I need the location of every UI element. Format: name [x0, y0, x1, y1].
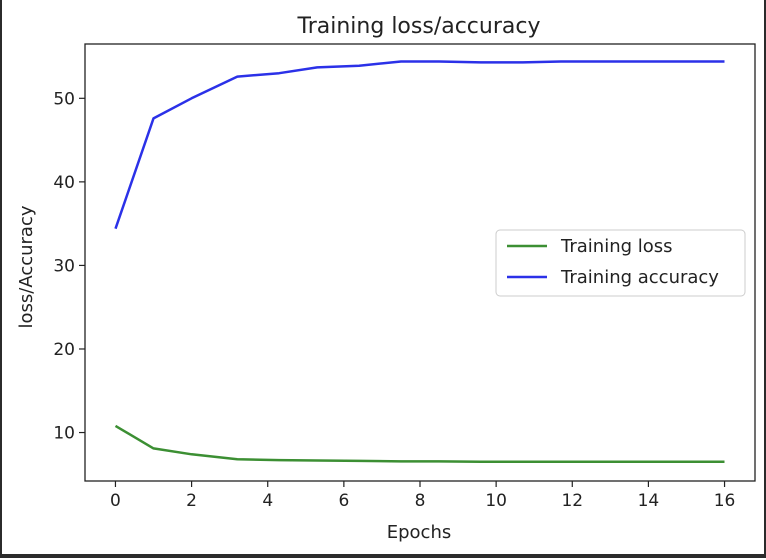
x-tick-label: 8: [415, 491, 426, 511]
series-line-training-accuracy: [114, 60, 725, 230]
legend-label-training-loss: Training loss: [560, 236, 673, 257]
y-tick-label: 20: [53, 340, 75, 360]
series-lines: [114, 60, 725, 464]
x-tick-label: 4: [262, 491, 273, 511]
legend: Training loss Training accuracy: [495, 229, 746, 297]
y-axis-label: loss/Accuracy: [16, 205, 37, 328]
chart-title: Training loss/accuracy: [297, 14, 541, 39]
x-tick-label: 16: [714, 491, 736, 511]
x-tick-label: 12: [561, 491, 583, 511]
x-tick-label: 10: [485, 491, 507, 511]
x-tick-label: 14: [638, 491, 660, 511]
y-tick-label: 30: [53, 256, 75, 276]
legend-box: [495, 229, 746, 297]
y-axis-ticks: 10 20 30 40 50: [53, 89, 85, 444]
y-tick-label: 40: [53, 173, 75, 193]
x-tick-label: 2: [186, 491, 197, 511]
x-axis-label: Epochs: [387, 522, 452, 543]
y-tick-label: 10: [53, 424, 75, 444]
legend-label-training-accuracy: Training accuracy: [560, 267, 719, 288]
x-tick-label: 0: [110, 491, 121, 511]
y-tick-label: 50: [53, 89, 75, 109]
x-axis-ticks: 0 2 4 6 8 10 12 14 16: [110, 481, 735, 511]
series-line-training-loss: [114, 424, 725, 464]
x-tick-label: 6: [338, 491, 349, 511]
